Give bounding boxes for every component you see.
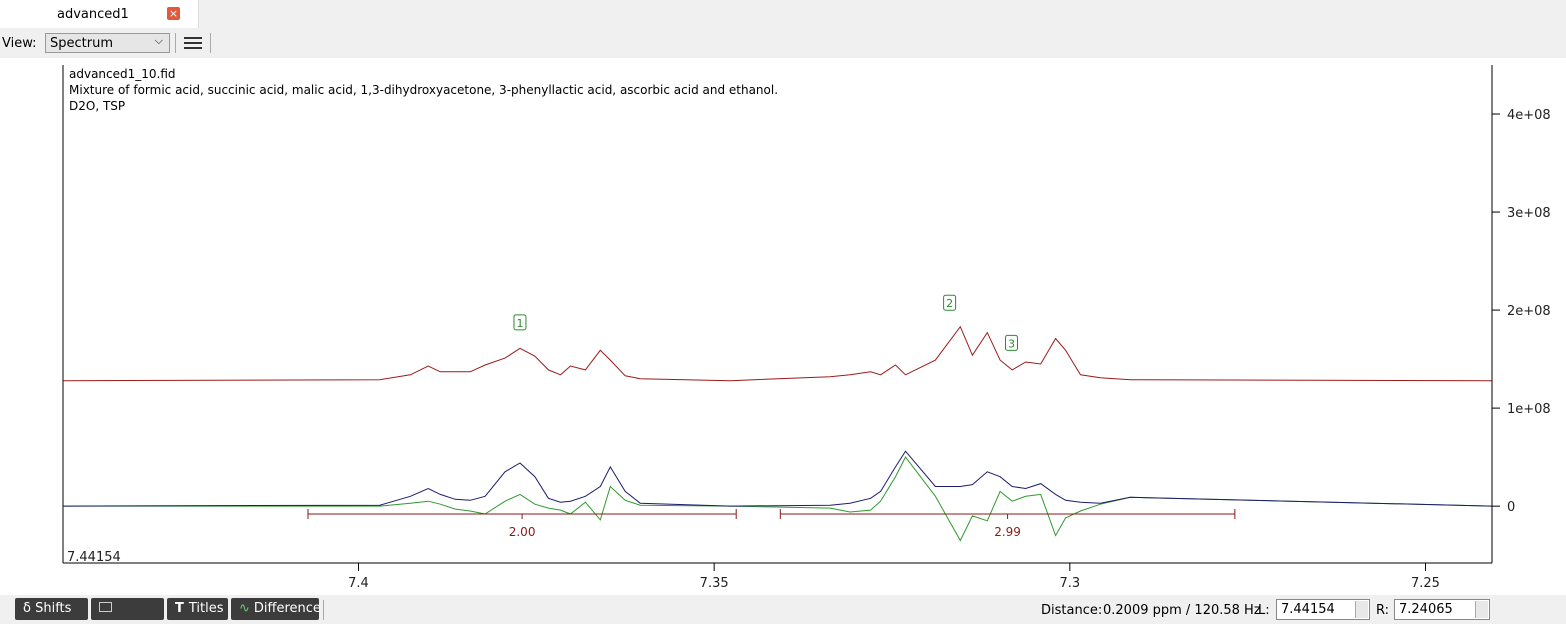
l-input[interactable]: 7.44154 [1276, 599, 1370, 620]
dropdown-arrow: ⌵ [154, 34, 163, 47]
peak-box [513, 314, 527, 331]
info-line: advanced1_10.fid [69, 67, 176, 81]
peak-label: 2 [946, 297, 953, 310]
x-tick-label: 7.3 [1059, 576, 1080, 591]
l-value: 7.44154 [1281, 602, 1335, 617]
spin[interactable] [1355, 601, 1368, 618]
x-tick-label: 7.25 [1411, 576, 1440, 591]
distance-label: Distance: [1041, 603, 1103, 618]
y-tick-label: 1e+08 [1507, 402, 1551, 417]
y-tick-label: 0 [1507, 500, 1515, 515]
peak-label: 1 [516, 317, 523, 330]
view-label: View: [2, 36, 37, 51]
close-icon[interactable]: × [167, 7, 180, 20]
r-label: R: [1376, 603, 1390, 618]
y-tick-label: 2e+08 [1507, 304, 1551, 319]
view-value: Spectrum [50, 36, 113, 51]
spectrum-line [63, 450, 1492, 507]
icon: T [175, 601, 184, 616]
separator [210, 33, 211, 53]
info-line: Mixture of formic acid, succinic acid, m… [69, 83, 779, 97]
button-label: Difference [253, 601, 321, 616]
shifts-button[interactable]: δ Shifts [15, 598, 88, 620]
app: advanced1 × View: Spectrum ⌵ 7.44154 7.4 7… [0, 0, 1566, 624]
tab-bar [0, 0, 1566, 28]
spin[interactable] [1475, 601, 1488, 618]
tab[interactable]: advanced1 × [0, 0, 199, 28]
r-input[interactable]: 7.24065 [1394, 599, 1490, 620]
info-line: D2O, TSP [69, 99, 126, 113]
x-tick-label: 7.35 [700, 576, 729, 591]
separator [323, 600, 324, 620]
peak-label: 3 [1008, 337, 1015, 350]
y-tick-label: 3e+08 [1507, 206, 1551, 221]
tab-title: advanced1 [57, 7, 129, 22]
spectrum-line [63, 325, 1492, 382]
button-label: Ignores [99, 623, 148, 638]
button-label: δ Shifts [23, 601, 72, 616]
separator [175, 33, 176, 53]
titles-button[interactable]: T Titles [167, 598, 228, 620]
icon: ∿ [239, 601, 250, 616]
integral-label: 2.00 [509, 525, 536, 539]
spectrum-line [63, 456, 1492, 542]
ignores-button[interactable]: Ignores [91, 598, 164, 638]
icon [99, 602, 112, 612]
integral-label: 2.99 [994, 525, 1021, 539]
peak-box [1004, 334, 1018, 351]
r-value: 7.24065 [1399, 602, 1453, 617]
peak-box [943, 294, 957, 311]
distance-value: 0.2009 ppm / 120.58 Hz [1103, 603, 1261, 618]
menu-icon[interactable] [184, 37, 202, 49]
toolbar: View: Spectrum ⌵ [0, 28, 1566, 58]
spectrum-plot: 7.44154 7.4 7.35 7.3 7.25 0 1e+08 2e+08 3e+08 4e+… [62, 65, 1551, 591]
y-tick-label: 4e+08 [1507, 108, 1551, 123]
l-label: L: [1258, 603, 1270, 618]
difference-button[interactable]: ∿ Difference [231, 598, 321, 620]
x-limit-label: 7.44154 [67, 550, 121, 565]
button-label: Titles [188, 601, 224, 616]
view-select[interactable]: Spectrum ⌵ [45, 33, 170, 53]
info: advanced1_10.fid Mixture of formic acid,… [69, 66, 778, 114]
x-tick-label: 7.4 [348, 576, 369, 591]
